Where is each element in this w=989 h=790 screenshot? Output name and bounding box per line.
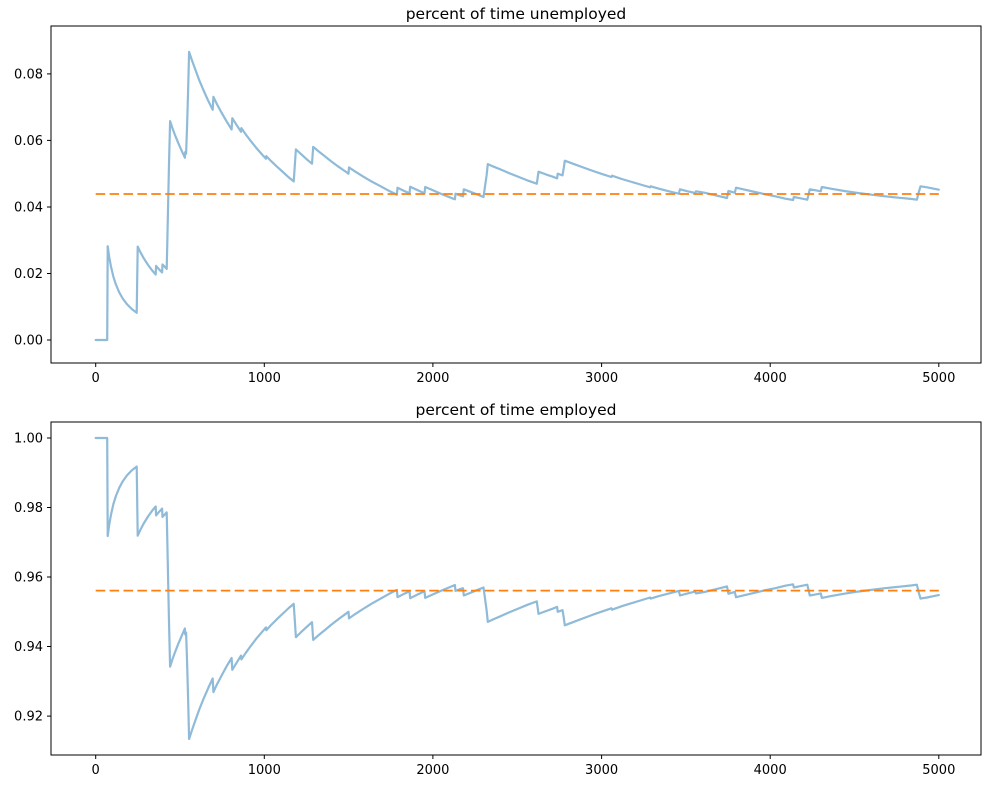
y-tick-label: 0.06 xyxy=(14,134,43,149)
x-tick-label: 5000 xyxy=(922,763,955,778)
unemployed-chart-title: percent of time unemployed xyxy=(406,5,627,23)
x-tick-label: 4000 xyxy=(754,763,787,778)
unemployed-chart-axes: 0 1000 2000 3000 4000 5000 0.00 0.02 0.04 0.06 0.0… xyxy=(14,25,982,386)
x-tick-label: 1000 xyxy=(248,763,281,778)
x-tick-label: 3000 xyxy=(585,371,618,386)
y-tick-label: 0.96 xyxy=(14,571,43,586)
x-tick-label: 4000 xyxy=(754,371,787,386)
x-tick-label: 0 xyxy=(92,371,100,386)
y-tick-label: 1.00 xyxy=(14,432,43,447)
x-tick-label: 2000 xyxy=(416,371,449,386)
y-tick-label: 0.00 xyxy=(14,334,43,349)
x-tick-label: 2000 xyxy=(416,763,449,778)
axes-frame xyxy=(50,25,982,364)
sample-path-line xyxy=(94,50,940,342)
employed-chart-title: percent of time employed xyxy=(416,401,617,419)
x-tick-label: 0 xyxy=(92,763,100,778)
y-tick-label: 0.98 xyxy=(14,501,43,516)
x-tick-label: 5000 xyxy=(922,371,955,386)
sample-path-line xyxy=(94,436,940,741)
y-tick-label: 0.02 xyxy=(14,267,43,282)
x-tick-label: 1000 xyxy=(248,371,281,386)
y-tick-label: 0.94 xyxy=(14,640,43,655)
y-tick-label: 0.04 xyxy=(14,201,43,216)
employed-chart-axes: 0 1000 2000 3000 4000 5000 0.92 0.94 0.96 0.98 1.0… xyxy=(14,421,982,778)
axes-frame xyxy=(50,421,982,756)
y-tick-label: 0.92 xyxy=(14,710,43,725)
y-tick-label: 0.08 xyxy=(14,67,43,82)
x-tick-label: 3000 xyxy=(585,763,618,778)
